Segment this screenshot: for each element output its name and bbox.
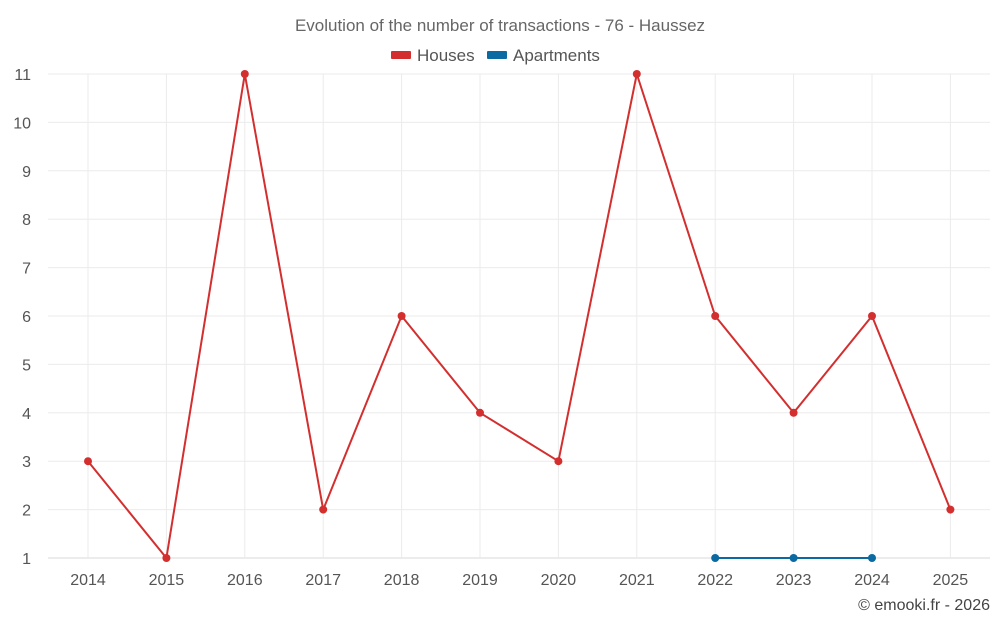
series-houses <box>84 70 955 562</box>
series-line-houses <box>87 73 952 559</box>
data-point-apartments[interactable] <box>789 554 798 562</box>
x-tick-label: 2025 <box>933 572 969 589</box>
y-tick-label: 1 <box>22 551 31 568</box>
x-tick-label: 2017 <box>305 572 341 589</box>
y-tick-label: 4 <box>22 406 31 423</box>
data-point-houses[interactable] <box>84 457 92 466</box>
data-point-houses[interactable] <box>868 312 876 320</box>
data-point-houses[interactable] <box>554 457 563 466</box>
data-point-houses[interactable] <box>319 505 328 514</box>
y-tick-label: 5 <box>22 357 31 374</box>
y-tick-label: 6 <box>22 309 31 326</box>
x-tick-label: 2021 <box>619 572 655 589</box>
y-tick-label: 7 <box>22 261 31 278</box>
x-tick-label: 2014 <box>70 572 106 589</box>
x-tick-label: 2016 <box>227 572 263 589</box>
x-tick-label: 2018 <box>384 572 420 589</box>
series-apartments <box>711 554 876 562</box>
y-tick-label: 8 <box>22 212 31 229</box>
data-point-houses[interactable] <box>711 312 720 320</box>
x-tick-label: 2022 <box>697 572 733 589</box>
legend-label-apartments[interactable]: Apartments <box>513 46 600 65</box>
data-point-houses[interactable] <box>240 70 249 78</box>
legend: Houses Apartments <box>391 46 600 65</box>
y-axis: 1 2 3 4 5 6 7 8 9 10 11 <box>13 67 31 568</box>
y-tick-label: 10 <box>13 115 31 132</box>
x-tick-label: 2015 <box>149 572 185 589</box>
x-tick-label: 2024 <box>854 572 890 589</box>
chart-title: Evolution of the number of transactions … <box>295 16 705 35</box>
data-point-houses[interactable] <box>946 505 955 514</box>
legend-label-houses[interactable]: Houses <box>417 46 475 65</box>
data-point-houses[interactable] <box>162 554 171 562</box>
series-layer <box>84 70 955 562</box>
data-point-apartments[interactable] <box>868 554 876 562</box>
data-point-houses[interactable] <box>632 70 641 78</box>
y-tick-label: 3 <box>22 454 31 471</box>
data-point-apartments[interactable] <box>711 554 720 562</box>
x-tick-label: 2023 <box>776 572 812 589</box>
data-point-houses[interactable] <box>789 408 798 417</box>
legend-swatch-apartments[interactable] <box>487 51 507 59</box>
x-axis: 2014 2015 2016 2017 2018 2019 2020 2021 2022 2023… <box>70 572 968 589</box>
data-point-houses[interactable] <box>476 408 484 417</box>
grid <box>48 73 990 559</box>
x-tick-label: 2019 <box>462 572 498 589</box>
legend-swatch-houses[interactable] <box>391 51 411 59</box>
data-point-houses[interactable] <box>397 312 406 320</box>
y-tick-label: 11 <box>14 67 31 84</box>
x-tick-label: 2020 <box>541 572 577 589</box>
credit-text: © emooki.fr - 2026 <box>858 597 990 614</box>
y-tick-label: 2 <box>22 503 31 520</box>
y-tick-label: 9 <box>22 164 31 181</box>
